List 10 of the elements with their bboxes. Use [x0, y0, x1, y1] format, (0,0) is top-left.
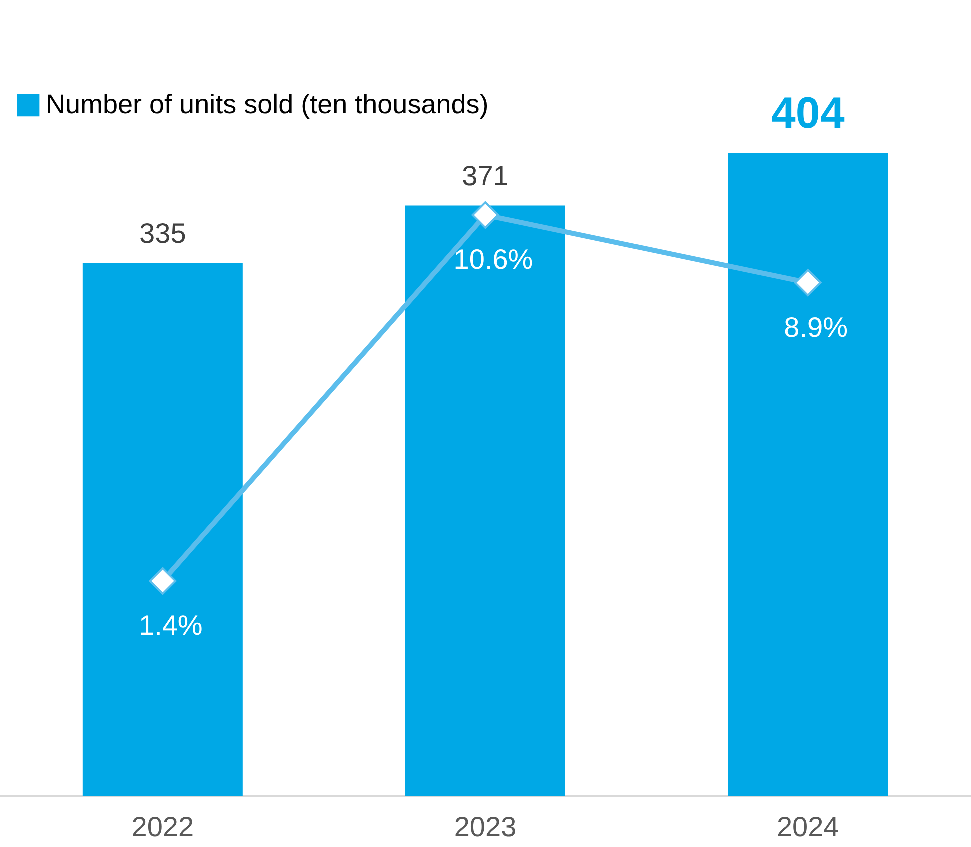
legend-label: Number of units sold (ten thousands)	[46, 90, 489, 120]
x-tick-label: 2023	[454, 812, 517, 842]
data-label: 8.9%	[784, 312, 848, 343]
data-label: 371	[462, 160, 509, 192]
x-tick-label: 2022	[132, 812, 194, 842]
x-tick-label: 2024	[776, 812, 840, 842]
data-label: 335	[140, 218, 186, 249]
data-label: 1.4%	[138, 610, 203, 642]
data-label: 10.6%	[454, 244, 534, 276]
data-label: 404	[771, 89, 846, 138]
